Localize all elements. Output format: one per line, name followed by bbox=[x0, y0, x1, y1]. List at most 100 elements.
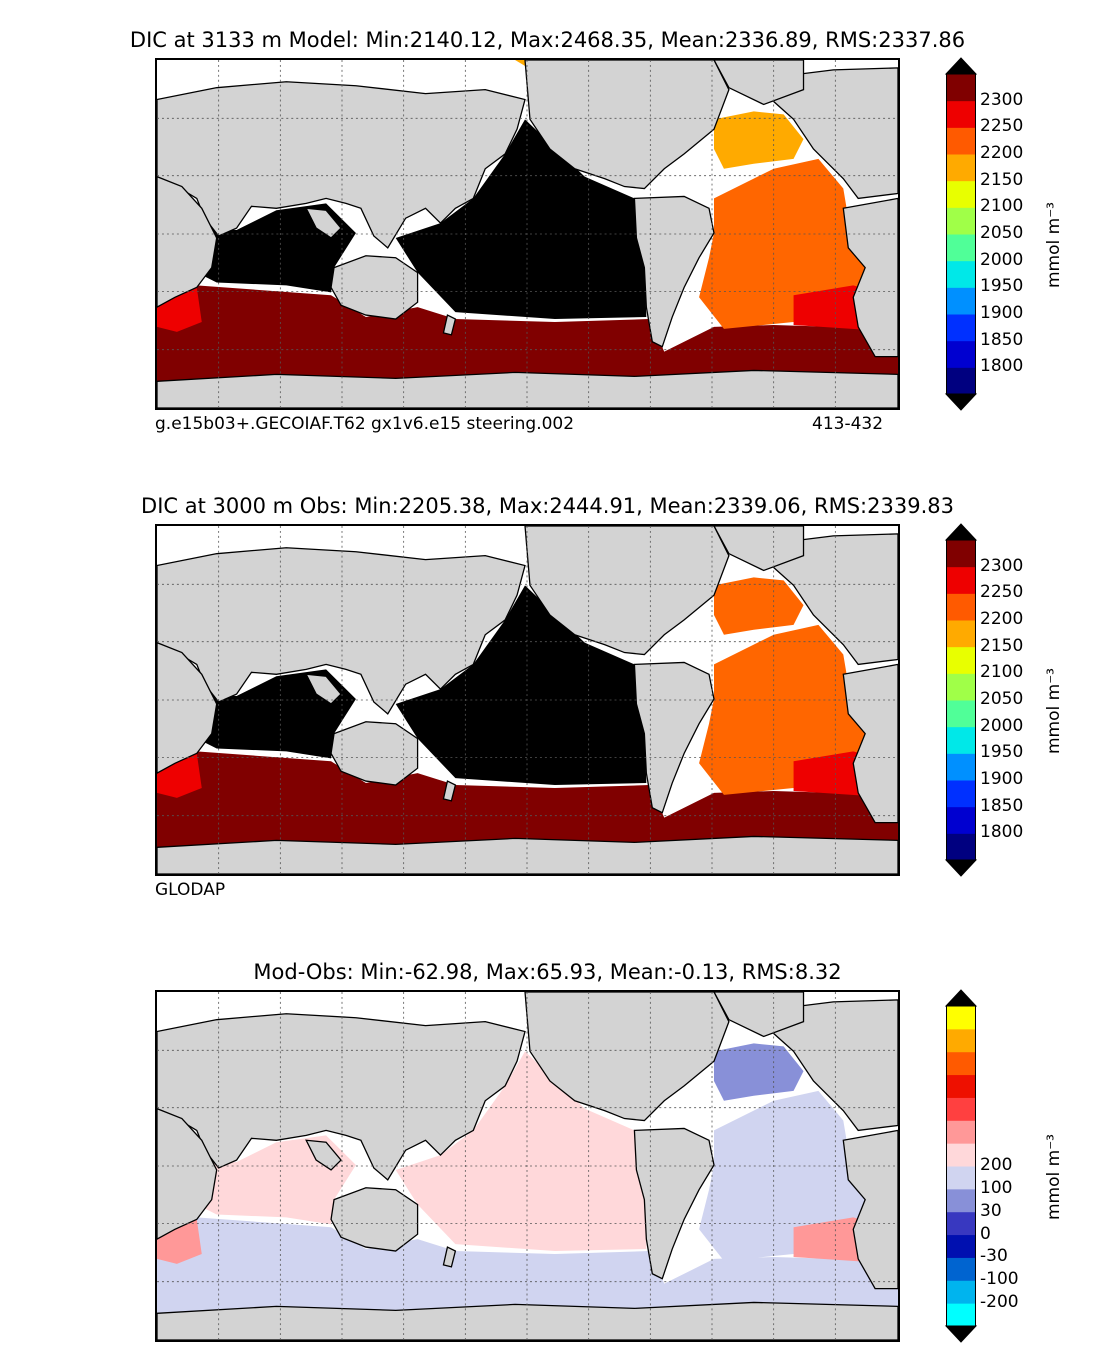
colorbar-tick-label: 1850 bbox=[980, 329, 1024, 350]
panel2-title: DIC at 3000 m Obs: Min:2205.38, Max:2444… bbox=[141, 494, 954, 518]
colorbar-segment-8 bbox=[946, 1120, 976, 1144]
colorbar-tick-label: 1800 bbox=[980, 356, 1024, 377]
colorbar-segment-7 bbox=[946, 180, 976, 208]
atlantic-ocean-field bbox=[699, 158, 866, 329]
colorbar-tick-label: 2150 bbox=[980, 169, 1024, 190]
colorbar-frame bbox=[946, 1005, 976, 1327]
colorbar-svg bbox=[944, 57, 978, 411]
colorbar-segment-1 bbox=[946, 340, 976, 368]
colorbar-segment-2 bbox=[946, 780, 976, 808]
colorbar-segment-0 bbox=[946, 833, 976, 861]
colorbar-tick-label: 2100 bbox=[980, 662, 1024, 683]
colorbar-tick-label: 2000 bbox=[980, 249, 1024, 270]
pacific-ocean-field bbox=[395, 119, 647, 320]
land-greenland bbox=[713, 60, 805, 106]
map-svg bbox=[157, 60, 898, 408]
colorbar-tick-label: 2250 bbox=[980, 116, 1024, 137]
panel3-title: Mod-Obs: Min:-62.98, Max:65.93, Mean:-0.… bbox=[253, 960, 842, 984]
colorbar-segment-11 bbox=[946, 74, 976, 102]
colorbar-under-arrow bbox=[944, 859, 978, 877]
panel1-caption-right: 413-432 bbox=[812, 414, 884, 434]
colorbar-segment-6 bbox=[946, 673, 976, 701]
colorbar-tick-label: 1800 bbox=[980, 822, 1024, 843]
colorbar-segment-4 bbox=[946, 726, 976, 754]
land-greenland bbox=[713, 526, 805, 572]
colorbar-tick-label: -30 bbox=[980, 1246, 1008, 1267]
map-svg bbox=[157, 526, 898, 874]
colorbar-under-arrow bbox=[944, 393, 978, 411]
atlantic-ocean-field bbox=[699, 624, 866, 795]
colorbar-tick-label: 2050 bbox=[980, 223, 1024, 243]
land-nz bbox=[442, 780, 457, 802]
colorbar-segment-4 bbox=[946, 1211, 976, 1236]
colorbar-segment-6 bbox=[946, 207, 976, 235]
land-australia bbox=[330, 255, 419, 320]
colorbar-tick-label: 30 bbox=[980, 1200, 1002, 1221]
land-namerica bbox=[524, 526, 730, 656]
north-atlantic-field bbox=[713, 577, 804, 635]
colorbar-segment-9 bbox=[946, 1097, 976, 1121]
colorbar-segment-7 bbox=[946, 646, 976, 674]
colorbar-tick-label: 1900 bbox=[980, 769, 1024, 789]
land-namerica bbox=[524, 60, 730, 190]
colorbar-tick-label: 2200 bbox=[980, 609, 1024, 629]
panel1-colorbar-units: mmol m⁻³ bbox=[1044, 202, 1064, 288]
land-nz bbox=[442, 314, 457, 336]
colorbar-segment-8 bbox=[946, 154, 976, 182]
colorbar-segment-10 bbox=[946, 1074, 976, 1098]
land-antarctica bbox=[157, 835, 898, 874]
colorbar-svg bbox=[944, 523, 978, 877]
colorbar-segment-8 bbox=[946, 620, 976, 648]
land-africaEast bbox=[842, 197, 898, 358]
colorbar-tick-label: 200 bbox=[980, 1155, 1013, 1175]
colorbar-segment-3 bbox=[946, 287, 976, 315]
panel1-caption-left: g.e15b03+.GECOIAF.T62 gx1v6.e15 steering… bbox=[155, 414, 575, 434]
land-maritime bbox=[305, 673, 342, 705]
land-europe bbox=[752, 999, 898, 1132]
colorbar-segment-2 bbox=[946, 314, 976, 342]
north-atlantic-field bbox=[713, 111, 804, 169]
land-maritime bbox=[305, 1139, 342, 1171]
colorbar-tick-label: 1950 bbox=[980, 276, 1024, 297]
panel2-caption-left: GLODAP bbox=[155, 880, 226, 900]
colorbar-frame bbox=[946, 539, 976, 861]
north-atlantic-field bbox=[713, 1043, 804, 1101]
land-antarctica bbox=[157, 369, 898, 408]
colorbar-segment-1 bbox=[946, 806, 976, 834]
colorbar-segment-10 bbox=[946, 566, 976, 594]
land-africa bbox=[157, 1107, 218, 1240]
land-europe bbox=[752, 533, 898, 666]
colorbar-tick-label: 100 bbox=[980, 1177, 1013, 1198]
colorbar-tick-label: -100 bbox=[980, 1269, 1019, 1290]
land-asia bbox=[157, 1013, 526, 1181]
panel1-title: DIC at 3133 m Model: Min:2140.12, Max:24… bbox=[129, 28, 966, 52]
land-africa bbox=[157, 175, 218, 308]
land-antarctica bbox=[157, 1301, 898, 1340]
colorbar-tick-label: 1850 bbox=[980, 795, 1024, 816]
panel2-colorbar-units: mmol m⁻³ bbox=[1044, 668, 1064, 754]
land-asia bbox=[157, 547, 526, 715]
atlantic-ocean-field bbox=[699, 1090, 866, 1261]
colorbar-tick-label: 2250 bbox=[980, 582, 1024, 603]
colorbar-over-arrow bbox=[944, 989, 978, 1007]
colorbar-segment-9 bbox=[946, 593, 976, 621]
land-africaEast bbox=[842, 1129, 898, 1290]
panel2-map bbox=[155, 524, 900, 876]
colorbar-over-arrow bbox=[944, 57, 978, 75]
colorbar-segment-11 bbox=[946, 1051, 976, 1076]
colorbar-segment-11 bbox=[946, 540, 976, 568]
land-africa bbox=[157, 641, 218, 774]
colorbar-segment-5 bbox=[946, 1188, 976, 1213]
colorbar-tick-label: 2300 bbox=[980, 555, 1024, 576]
colorbar-under-arrow bbox=[944, 1325, 978, 1343]
colorbar-segment-9 bbox=[946, 127, 976, 155]
panel1-colorbar bbox=[944, 57, 978, 411]
land-maritime bbox=[305, 207, 342, 239]
colorbar-frame bbox=[946, 73, 976, 395]
panel3-colorbar bbox=[944, 989, 978, 1343]
panel3-colorbar-units: mmol m⁻³ bbox=[1044, 1134, 1064, 1220]
land-nz bbox=[442, 1246, 457, 1268]
panel3-map bbox=[155, 990, 900, 1342]
colorbar-svg bbox=[944, 989, 978, 1343]
colorbar-segment-3 bbox=[946, 753, 976, 781]
